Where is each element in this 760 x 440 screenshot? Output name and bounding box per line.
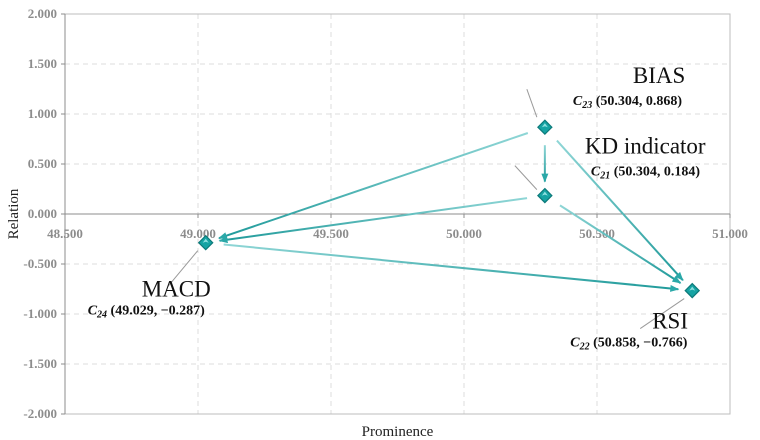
leader-line-C24	[167, 250, 199, 288]
leader-line-C21	[514, 165, 538, 190]
coord-subscript: 24	[96, 310, 107, 321]
y-tick-label: -2.000	[23, 406, 57, 421]
x-axis-title: Prominence	[362, 424, 434, 440]
point-coord-C21: C21 (50.304, 0.184)	[591, 165, 701, 182]
marker-highlight-C24	[202, 238, 209, 243]
coord-subscript: 22	[579, 342, 590, 353]
y-tick-label: -1.500	[23, 356, 57, 371]
y-tick-label: 1.500	[28, 56, 57, 71]
y-tick-label: -0.500	[23, 256, 57, 271]
marker-C21	[537, 187, 553, 204]
arrow-C21-to-C24	[218, 197, 528, 244]
point-coord-C22: C22 (50.858, −0.766)	[570, 336, 687, 353]
point-name-C22: RSI	[652, 309, 688, 334]
marker-C23	[537, 119, 553, 136]
leader-line-C22	[639, 298, 685, 330]
coord-symbol: C	[573, 94, 583, 109]
coord-symbol: C	[88, 304, 98, 319]
coord-value: (50.858, −0.766)	[590, 336, 688, 351]
x-tick-label: 48.500	[47, 226, 83, 241]
arrow-C24-to-C22	[223, 243, 680, 292]
y-tick-label: 2.000	[28, 6, 57, 21]
marker-C24	[197, 234, 214, 251]
arrow-C23-to-C22	[556, 139, 684, 281]
x-tick-label: 50.500	[579, 226, 615, 241]
coord-symbol: C	[591, 165, 601, 180]
y-tick-label: 0.500	[28, 156, 57, 171]
point-coord-C23: C23 (50.304, 0.868)	[573, 94, 683, 111]
arrow-C21-to-C22	[559, 204, 682, 284]
marker-highlight-C23	[541, 123, 548, 128]
marker-highlight-C21	[541, 191, 548, 196]
point-name-C21: KD indicator	[585, 134, 706, 159]
coord-value: (50.304, 0.868)	[592, 94, 682, 109]
coord-symbol: C	[570, 336, 580, 351]
y-tick-label: -1.000	[23, 306, 57, 321]
y-tick-label: 0.000	[28, 206, 57, 221]
x-tick-label: 51.000	[712, 226, 748, 241]
arrow-C23-to-C24	[218, 132, 529, 240]
point-name-C23: BIAS	[633, 63, 685, 88]
point-name-C24: MACD	[142, 277, 211, 302]
coord-subscript: 21	[599, 171, 610, 182]
y-tick-label: 1.000	[28, 106, 57, 121]
coord-subscript: 23	[581, 100, 592, 111]
marker-C22	[684, 282, 701, 299]
marker-highlight-C22	[689, 286, 696, 291]
coord-value: (49.029, −0.287)	[107, 304, 205, 319]
x-tick-label: 49.500	[313, 226, 349, 241]
leader-line-C23	[526, 89, 538, 118]
y-axis-title: Relation	[6, 188, 22, 239]
coord-value: (50.304, 0.184)	[610, 165, 700, 180]
x-tick-label: 49.000	[180, 226, 216, 241]
x-tick-label: 50.000	[446, 226, 482, 241]
point-coord-C24: C24 (49.029, −0.287)	[88, 304, 205, 321]
